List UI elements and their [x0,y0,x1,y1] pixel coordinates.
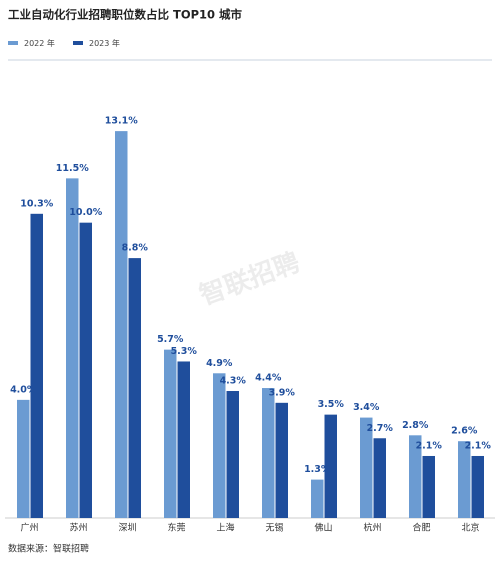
bar [213,373,226,518]
bar [226,391,239,518]
value-label: 5.7% [157,334,184,345]
bar [275,402,288,518]
bar [17,399,30,518]
bar [458,441,471,518]
legend-swatch [8,41,18,45]
bar [324,414,337,518]
bar [177,361,190,518]
bar [66,178,79,518]
x-tick-label: 上海 [216,522,234,534]
value-label: 3.9% [269,387,296,398]
x-tick-label: 深圳 [118,523,136,534]
bar [373,438,386,518]
x-tick-label: 广州 [20,522,38,534]
value-label: 5.3% [171,346,198,357]
x-tick-label: 无锡 [265,523,283,534]
value-label: 4.0% [10,384,37,395]
value-label: 8.8% [122,243,149,254]
value-label: 4.4% [255,373,282,384]
source-note: 数据来源：智联招聘 [8,543,89,555]
value-label: 2.1% [416,440,443,451]
x-tick-label: 合肥 [412,522,430,534]
x-tick-label: 东莞 [167,522,185,534]
value-label: 2.7% [367,423,394,434]
value-label: 2.8% [402,420,429,431]
bar [79,222,92,518]
bar [471,455,484,518]
value-label: 2.6% [451,426,478,437]
bar [30,213,43,518]
value-label: 13.1% [105,116,138,127]
bar [422,455,435,518]
value-label: 1.3% [304,464,331,475]
value-label: 4.3% [220,376,247,387]
value-label: 3.4% [353,402,380,413]
value-label: 2.1% [465,440,492,451]
value-label: 10.0% [69,207,102,218]
x-tick-label: 北京 [461,522,479,534]
bar [128,258,141,518]
value-label: 10.3% [20,198,53,209]
x-tick-label: 杭州 [363,522,381,534]
value-label: 4.9% [206,358,233,369]
bar [360,417,373,518]
bar [262,388,275,518]
bar [164,349,177,518]
bar [115,131,128,518]
value-label: 3.5% [318,399,345,410]
legend-swatch [73,41,83,45]
bar [311,479,324,518]
x-tick-label: 佛山 [314,522,332,534]
value-label: 11.5% [56,163,89,174]
chart-title: 工业自动化行业招聘职位数占比 TOP10 城市 [8,8,243,22]
x-tick-label: 苏州 [69,522,87,534]
legend-label: 2022 年 [24,38,55,48]
legend-label: 2023 年 [89,38,120,48]
bar [409,435,422,518]
